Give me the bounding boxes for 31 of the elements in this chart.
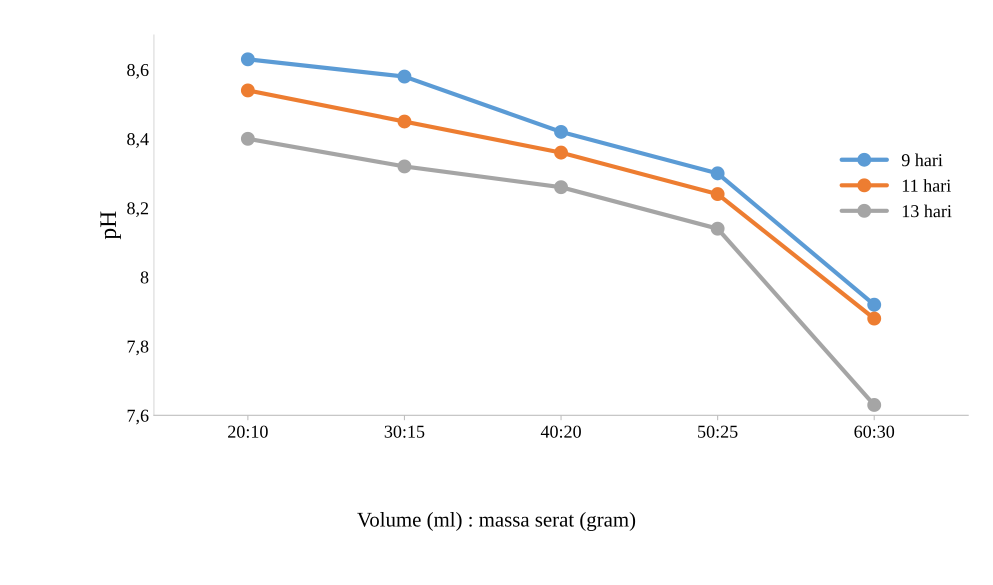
point xyxy=(867,312,882,326)
x-tick-label: 60:30 xyxy=(854,426,894,438)
point xyxy=(867,398,882,412)
point xyxy=(710,166,725,180)
point xyxy=(554,146,568,160)
point xyxy=(398,114,412,128)
x-tick-label: 40:20 xyxy=(540,426,581,438)
point xyxy=(710,222,725,236)
legend-label: 11 hari xyxy=(902,179,951,192)
y-tick-label: 7,6 xyxy=(128,410,149,424)
point xyxy=(554,124,568,139)
x-tick-label: 30:15 xyxy=(384,426,424,438)
point xyxy=(398,160,412,174)
point xyxy=(554,180,568,194)
point xyxy=(240,83,255,98)
y-tick-label: 8,2 xyxy=(127,202,148,217)
point xyxy=(710,187,725,202)
point xyxy=(398,70,412,84)
x-tick-label: 20:10 xyxy=(228,426,268,438)
legend-label: 13 hari xyxy=(902,204,952,218)
point xyxy=(240,52,255,66)
x-axis-title: Volume (ml) : massa serat (gram) xyxy=(357,512,636,531)
point xyxy=(867,298,882,312)
y-tick-label: 8,4 xyxy=(127,133,149,148)
y-tick-label: 8,6 xyxy=(127,64,149,79)
y-tick-label: 8 xyxy=(140,271,148,284)
y-axis-title: pH xyxy=(100,211,121,240)
legend-label: 9 hari xyxy=(902,154,943,166)
point xyxy=(240,132,255,146)
x-tick-label: 50:25 xyxy=(698,426,738,438)
y-tick-label: 7,8 xyxy=(128,340,148,356)
